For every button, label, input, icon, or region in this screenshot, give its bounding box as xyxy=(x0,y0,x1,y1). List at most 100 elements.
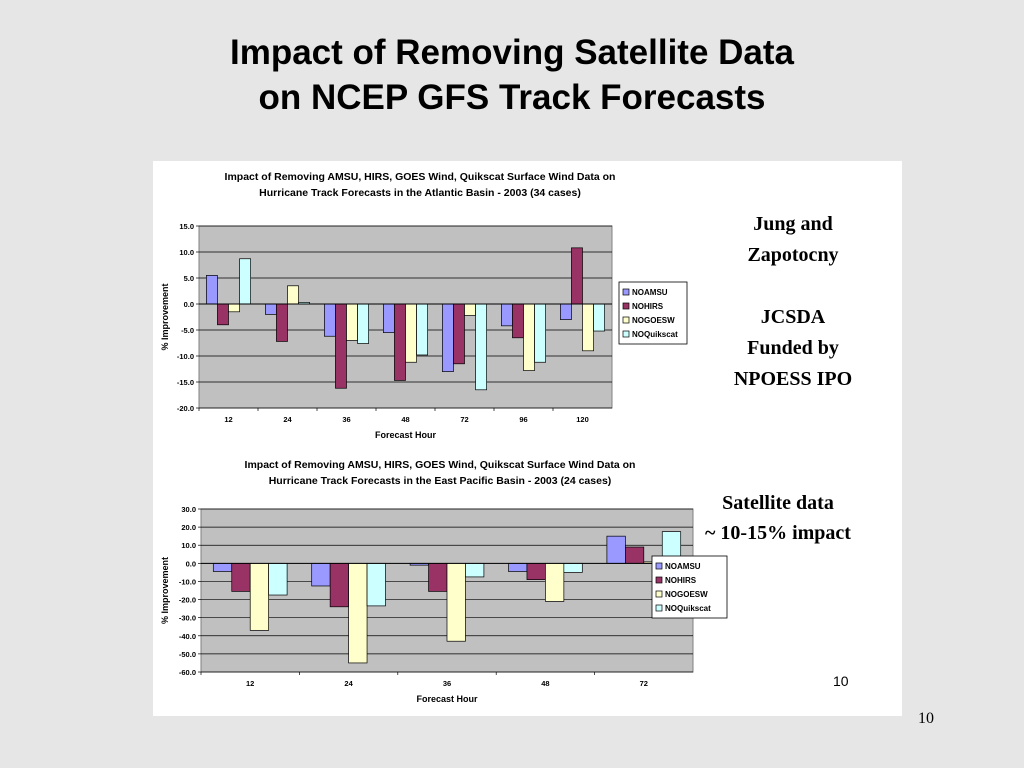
bar-nogoesw-96 xyxy=(523,303,535,371)
x-axis-label: Forecast Hour xyxy=(416,694,478,704)
bar-nohirs-72 xyxy=(625,546,645,564)
bar-nohirs-12 xyxy=(217,303,229,326)
slide-title: Impact of Removing Satellite Data on NCE… xyxy=(0,30,1024,120)
bar-nogoesw-24 xyxy=(287,285,299,305)
bar-noquikscat-48 xyxy=(563,562,583,573)
bar-nogoesw-36 xyxy=(446,562,466,642)
y-tick-label: 0.0 xyxy=(186,559,196,568)
bar-noamsu-72 xyxy=(442,303,454,372)
bar-noquikscat-72 xyxy=(475,303,487,391)
x-tick-label: 36 xyxy=(443,679,451,688)
note-jcsda: JCSDA xyxy=(760,306,826,328)
legend-label-nogoesw: NOGOESW xyxy=(632,316,675,325)
legend-label-nohirs: NOHIRS xyxy=(632,302,664,311)
legend-label-noamsu: NOAMSU xyxy=(665,562,701,571)
legend-label-nogoesw: NOGOESW xyxy=(665,590,708,599)
legend-box xyxy=(618,281,688,345)
y-tick-label: 10.0 xyxy=(181,541,196,550)
bar-noquikscat-36 xyxy=(357,303,369,344)
legend-label-nohirs: NOHIRS xyxy=(665,576,697,585)
legend-label-noamsu: NOAMSU xyxy=(632,288,668,297)
legend: NOAMSU NOHIRS NOGOESW NOQuikscat xyxy=(618,281,688,345)
y-tick-label: -15.0 xyxy=(177,378,194,387)
y-tick-label: -20.0 xyxy=(177,404,194,413)
bar-noamsu-120 xyxy=(560,303,572,320)
y-axis-label: % Improvement xyxy=(160,557,170,624)
x-tick-label: 12 xyxy=(246,679,254,688)
bar-noamsu-36 xyxy=(324,303,336,337)
x-tick-label: 36 xyxy=(342,415,350,424)
note-npoess: NPOESS IPO xyxy=(733,368,853,390)
x-tick-label: 48 xyxy=(401,415,409,424)
y-tick-label: -10.0 xyxy=(177,352,194,361)
bar-nohirs-24 xyxy=(329,562,349,608)
bar-nogoesw-24 xyxy=(348,562,368,664)
note-funded: Funded by xyxy=(747,337,839,359)
bar-noquikscat-36 xyxy=(465,562,485,578)
bar-nohirs-24 xyxy=(276,303,288,342)
bar-nohirs-48 xyxy=(394,303,406,381)
legend-box xyxy=(651,555,728,619)
bar-nohirs-12 xyxy=(231,562,251,592)
bar-noquikscat-12 xyxy=(239,258,251,305)
bar-nogoesw-48 xyxy=(545,562,565,602)
bar-nogoesw-12 xyxy=(249,562,269,631)
bar-noamsu-48 xyxy=(383,303,395,333)
bar-noquikscat-24 xyxy=(366,562,386,607)
y-tick-label: 15.0 xyxy=(179,222,194,231)
legend-swatch-noquikscat xyxy=(622,330,630,338)
y-tick-label: 5.0 xyxy=(184,274,194,283)
legend-label-noquikscat: NOQuikscat xyxy=(632,330,678,339)
note-zapotocny: Zapotocny xyxy=(747,244,839,266)
y-tick-label: 30.0 xyxy=(181,505,196,514)
slide-title-line-1: Impact of Removing Satellite Data xyxy=(229,33,795,72)
y-tick-label: -5.0 xyxy=(181,326,194,335)
bar-nohirs-36 xyxy=(335,303,347,389)
y-tick-label: 10.0 xyxy=(179,248,194,257)
bar-nohirs-120 xyxy=(571,247,583,305)
x-tick-label: 96 xyxy=(519,415,527,424)
note-impact: ~ 10-15% impact xyxy=(705,522,851,544)
y-tick-label: -20.0 xyxy=(179,596,196,605)
x-tick-label: 12 xyxy=(224,415,232,424)
bar-noquikscat-48 xyxy=(416,303,428,356)
legend-swatch-nohirs xyxy=(655,576,663,584)
bar-nogoesw-12 xyxy=(228,303,240,313)
legend-swatch-noamsu xyxy=(622,288,630,296)
bar-noquikscat-120 xyxy=(593,303,605,332)
bar-noquikscat-96 xyxy=(534,303,546,363)
y-axis-label: % Improvement xyxy=(160,283,170,350)
x-axis-label: Forecast Hour xyxy=(375,430,437,440)
x-tick-label: 120 xyxy=(576,415,589,424)
chart-title-line-2: Hurricane Track Forecasts in the Atlanti… xyxy=(259,187,581,199)
y-tick-label: -50.0 xyxy=(179,650,196,659)
x-tick-label: 24 xyxy=(344,679,353,688)
bar-noamsu-72 xyxy=(606,535,626,564)
author-note: Jung and Zapotocny JCSDA Funded by NPOES… xyxy=(713,209,873,395)
note-satellite: Satellite data xyxy=(722,492,834,514)
bar-noamsu-96 xyxy=(501,303,513,327)
chart-atlantic: Impact of Removing AMSU, HIRS, GOES Wind… xyxy=(160,171,688,440)
bar-noquikscat-12 xyxy=(268,562,288,596)
legend-swatch-noamsu xyxy=(655,562,663,570)
chart-panel: Impact of Removing AMSU, HIRS, GOES Wind… xyxy=(153,161,902,716)
x-tick-label: 72 xyxy=(640,679,648,688)
bar-noamsu-48 xyxy=(508,562,528,572)
legend-swatch-nohirs xyxy=(622,302,630,310)
inner-page-number: 10 xyxy=(833,673,849,689)
legend-swatch-nogoesw xyxy=(655,590,663,598)
bar-nogoesw-48 xyxy=(405,303,417,363)
y-tick-label: 20.0 xyxy=(181,523,196,532)
bar-nohirs-72 xyxy=(453,303,465,365)
x-tick-label: 48 xyxy=(541,679,549,688)
bar-nogoesw-72 xyxy=(464,303,476,316)
note-jung: Jung and xyxy=(753,213,833,235)
bar-noamsu-24 xyxy=(265,303,277,315)
bar-noamsu-24 xyxy=(311,562,331,587)
x-tick-label: 24 xyxy=(283,415,292,424)
page-number: 10 xyxy=(918,710,934,727)
bar-nogoesw-120 xyxy=(582,303,594,352)
chart-title-line-1: Impact of Removing AMSU, HIRS, GOES Wind… xyxy=(245,459,636,471)
legend-swatch-noquikscat xyxy=(655,604,663,612)
y-tick-label: -60.0 xyxy=(179,668,196,677)
